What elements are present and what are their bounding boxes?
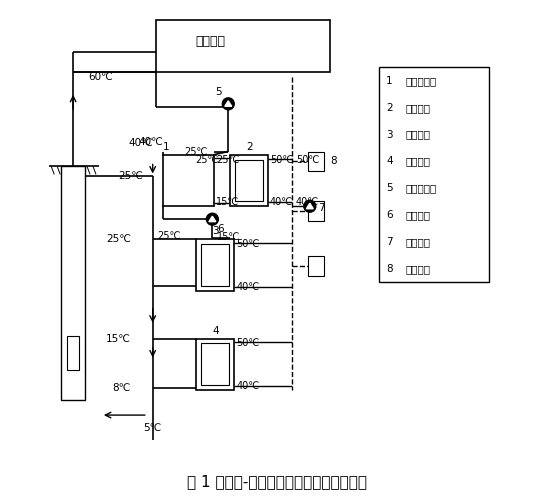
Text: 40℃: 40℃ [270,197,293,207]
Text: 3: 3 [386,130,393,140]
Text: 空调末端: 空调末端 [406,264,430,274]
Bar [202,244,229,286]
Text: 25℃: 25℃ [106,234,131,244]
Bar [61,166,85,400]
Text: 8: 8 [386,264,393,274]
Text: 温泉尾水泵: 温泉尾水泵 [406,183,437,193]
Text: 5: 5 [386,183,393,193]
Bar [230,154,268,206]
Text: 25℃: 25℃ [217,154,240,164]
Circle shape [207,213,218,225]
Text: 6: 6 [386,210,393,220]
Text: 8℃: 8℃ [112,383,131,393]
Text: 40℃: 40℃ [236,282,259,292]
Text: 50℃: 50℃ [296,154,319,164]
Text: 50℃: 50℃ [270,154,294,164]
Text: 4: 4 [212,326,219,336]
Polygon shape [209,216,216,221]
Text: 图 1 污水源-集中供热复合采暖系统工艺图: 图 1 污水源-集中供热复合采暖系统工艺图 [187,474,367,489]
Text: 40℃: 40℃ [296,197,319,207]
Bar [202,344,229,385]
Text: 7: 7 [319,203,325,213]
Text: 40℃: 40℃ [236,381,259,391]
Text: 板式换热器: 板式换热器 [406,76,437,86]
Bar [67,336,79,370]
Circle shape [304,200,316,212]
Text: 用户水泵: 用户水泵 [406,237,430,247]
Text: 25℃: 25℃ [184,147,208,156]
Text: 5: 5 [215,87,222,97]
Bar [308,151,324,171]
Text: 5℃: 5℃ [143,423,162,433]
Text: 4: 4 [386,156,393,166]
Text: 三级热泵: 三级热泵 [406,156,430,166]
Text: 15℃: 15℃ [106,334,131,344]
Text: 50℃: 50℃ [236,239,260,249]
Text: 25℃: 25℃ [195,154,218,164]
Text: 60℃: 60℃ [89,72,114,82]
Text: 2: 2 [386,103,393,113]
Text: 1: 1 [163,142,170,152]
Text: 二级热泵: 二级热泵 [406,130,430,140]
Text: 15℃: 15℃ [217,232,240,242]
Text: 中介水泵: 中介水泵 [406,210,430,220]
Circle shape [222,98,234,110]
Text: 1: 1 [386,76,393,86]
Bar [197,239,234,291]
Text: 6: 6 [217,224,224,234]
Polygon shape [225,101,232,106]
Bar [308,256,324,276]
Bar [163,154,214,206]
Text: 8: 8 [330,156,337,166]
Text: 40℃: 40℃ [138,137,163,147]
Text: 温泉水池: 温泉水池 [196,35,225,48]
Text: 2: 2 [246,142,253,152]
Text: 40℃: 40℃ [129,138,153,148]
Bar [308,201,324,221]
Bar [197,339,234,390]
Polygon shape [306,203,314,209]
Text: 25℃: 25℃ [119,171,143,181]
Text: 25℃: 25℃ [157,231,181,241]
Text: 15℃: 15℃ [217,197,240,207]
Bar [156,20,330,72]
Text: 一级热泵: 一级热泵 [406,103,430,113]
Text: 50℃: 50℃ [236,339,260,349]
Bar [379,67,489,282]
Text: 7: 7 [386,237,393,247]
Bar [235,159,263,201]
Text: 3: 3 [212,226,219,236]
